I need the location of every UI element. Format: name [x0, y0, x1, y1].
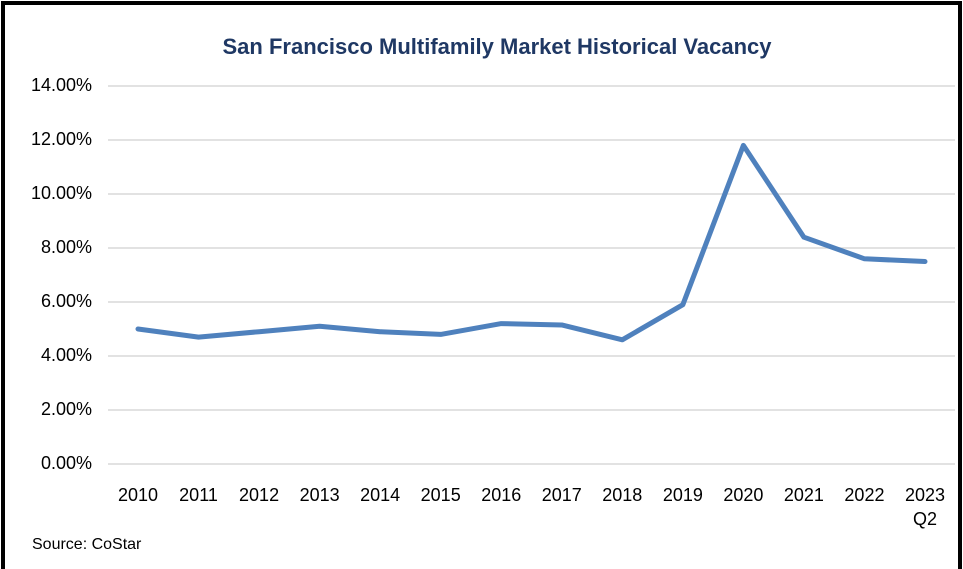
y-tick-label: 14.00% [31, 75, 92, 95]
y-tick-label: 0.00% [41, 453, 92, 473]
x-tick-label: 2010 [117, 485, 159, 505]
x-tick-label: 2022 [844, 485, 885, 505]
x-tick-label: 2016 [481, 485, 522, 505]
x-tick-label: 2013 [299, 485, 340, 505]
x-tick-label: 2014 [360, 485, 401, 505]
x-tick-label: 2018 [602, 485, 643, 505]
y-tick-label: 4.00% [41, 345, 92, 365]
x-tick-label: 2015 [420, 485, 461, 505]
y-tick-label: 6.00% [41, 291, 92, 311]
y-tick-label: 8.00% [41, 237, 92, 257]
x-tick-label: 2011 [179, 485, 218, 505]
y-tick-label: 2.00% [41, 399, 92, 419]
x-tick-label: 2012 [239, 485, 280, 505]
x-tick-label: 2019 [662, 485, 703, 505]
chart-title: San Francisco Multifamily Market Histori… [223, 34, 773, 59]
data-line [135, 142, 928, 343]
x-tick-label: 2017 [541, 485, 582, 505]
source-note: Source: CoStar [32, 536, 142, 553]
x-tick-label: 2023 Q2 [904, 485, 946, 529]
x-tick-label: 2021 [783, 485, 824, 505]
x-tick-label: 2020 [723, 485, 764, 505]
y-tick-label: 10.00% [31, 183, 92, 203]
y-tick-label: 12.00% [31, 129, 92, 149]
